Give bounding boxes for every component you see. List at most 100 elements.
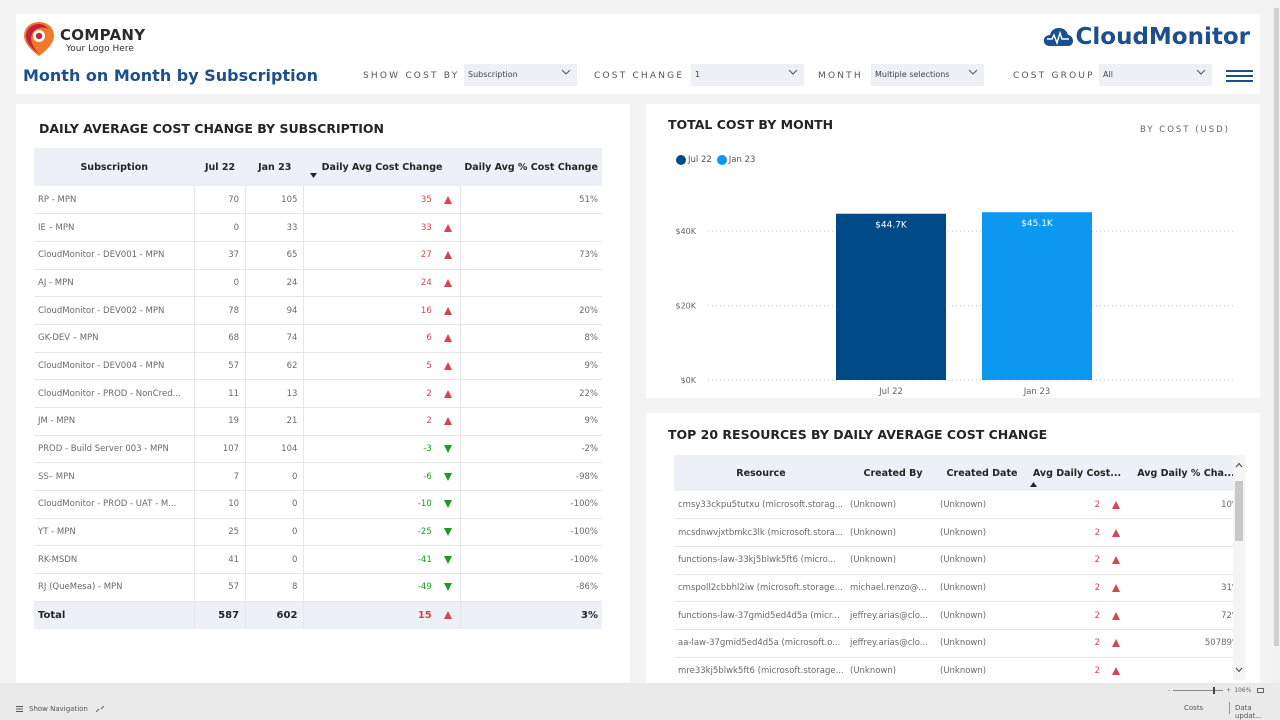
col-header-jul22[interactable]: Jul 22 bbox=[194, 148, 246, 186]
table-row[interactable]: CloudMonitor - DEV001 - MPN 37 65 27 73% bbox=[34, 241, 602, 270]
slicer-show-cost-by[interactable]: Subscription bbox=[464, 64, 577, 86]
col-header-daily-avg-pct-change[interactable]: Daily Avg % Cost Change bbox=[460, 148, 602, 186]
cell-jan23: 13 bbox=[245, 379, 305, 408]
fit-page-icon[interactable] bbox=[1257, 687, 1265, 693]
cell-cost-change: -10 bbox=[303, 490, 461, 519]
cell-created-by: (Unknown) bbox=[848, 491, 938, 520]
cell-cost-change: 27 bbox=[303, 241, 461, 270]
cell-cost-change: 35 bbox=[303, 186, 461, 215]
bar-jul22[interactable] bbox=[836, 213, 946, 380]
expand-icon[interactable] bbox=[96, 706, 104, 712]
col-header-avg-daily-cost[interactable]: Avg Daily Cost... bbox=[1026, 455, 1128, 491]
col-header-avg-daily-pct[interactable]: Avg Daily % Cha... bbox=[1128, 455, 1244, 491]
table-row[interactable]: aa-law-37gmid5ed4d5a (microsoft.o... jeff… bbox=[674, 629, 1244, 658]
cell-pct-change: -2% bbox=[460, 435, 602, 464]
subscription-table-body: RP - MPN 70 105 35 51% IE – MPN 0 33 33 CloudMoni… bbox=[34, 186, 602, 629]
zoom-out-icon[interactable]: - bbox=[1168, 686, 1171, 694]
table-row[interactable]: RJ (QueMesa) - MPN 57 8 -49 -86% bbox=[34, 573, 602, 602]
table-row[interactable]: functions-law-37gmid5ed4d5a (micr... jeff… bbox=[674, 601, 1244, 630]
cell-resource: aa-law-37gmid5ed4d5a (microsoft.o... bbox=[674, 629, 848, 658]
cell-avg-daily-pct: 72% bbox=[1128, 601, 1244, 630]
avg-daily-cost-value: 2 bbox=[1094, 610, 1100, 621]
cell-cost-change: 2 bbox=[303, 379, 461, 408]
col-header-subscription[interactable]: Subscription bbox=[34, 148, 195, 186]
cell-avg-daily-pct: 10% bbox=[1128, 491, 1244, 520]
cost-change-value: -25 bbox=[417, 527, 432, 538]
cell-subscription: YT - MPN bbox=[34, 518, 195, 547]
table-row[interactable]: YT - MPN 25 0 -25 -100% bbox=[34, 518, 602, 547]
cost-change-value: 33 bbox=[420, 222, 432, 233]
cell-jan23: 0 bbox=[245, 462, 305, 492]
page-scrollbar[interactable] bbox=[1273, 0, 1280, 683]
table-row[interactable]: functions-law-33kj5blwk5ft6 (micro... (Un… bbox=[674, 546, 1244, 575]
chart-subtitle: BY COST (USD) bbox=[1140, 125, 1230, 135]
col-header-label: Avg Daily Cost... bbox=[1032, 467, 1122, 479]
page-tab-costs[interactable]: Costs bbox=[1184, 704, 1204, 712]
table-row[interactable]: GK-DEV – MPN 68 74 6 8% bbox=[34, 324, 602, 353]
cell-pct-change: 9% bbox=[460, 407, 602, 436]
table-row[interactable]: CloudMonitor - PROD - UAT - M... 10 0 -10 -1… bbox=[34, 490, 602, 519]
zoom-slider[interactable] bbox=[1173, 686, 1224, 694]
cell-jan23: 74 bbox=[245, 324, 305, 353]
col-header-daily-avg-cost-change[interactable]: Daily Avg Cost Change bbox=[303, 148, 461, 186]
slicer-cost-group[interactable]: All bbox=[1099, 64, 1212, 86]
cell-created-by: jeffrey.arias@clo... bbox=[848, 629, 938, 658]
table-row[interactable]: AJ - MPN 0 24 24 bbox=[34, 269, 602, 298]
cell-jan23: 62 bbox=[245, 352, 305, 381]
legend-label-jul22[interactable]: Jul 22 bbox=[688, 155, 712, 165]
y-tick-label: $20K bbox=[675, 302, 696, 311]
table-total-row[interactable]: Total 587 602 15 3% bbox=[34, 601, 602, 629]
chart-legend: Jul 22 Jan 23 bbox=[676, 155, 755, 165]
avg-daily-cost-value: 2 bbox=[1094, 527, 1100, 538]
sort-desc-icon bbox=[309, 173, 317, 178]
cell-pct-change: -100% bbox=[460, 545, 602, 575]
table-row[interactable]: cmsy33ckpu5tutxu (microsoft.storag... (Un… bbox=[674, 491, 1244, 520]
cell-jan23: 104 bbox=[245, 435, 305, 464]
col-header-label: Daily Avg Cost Change bbox=[321, 161, 443, 173]
zoom-in-icon[interactable]: + bbox=[1226, 686, 1232, 694]
arrow-up-icon bbox=[1112, 611, 1120, 620]
cost-change-value: 6 bbox=[426, 333, 432, 344]
arrow-up-icon bbox=[443, 278, 452, 287]
col-header-jan23[interactable]: Jan 23 bbox=[245, 148, 304, 186]
table-row[interactable]: JM - MPN 19 21 2 9% bbox=[34, 407, 602, 436]
zoom-slider-handle[interactable] bbox=[1213, 686, 1216, 694]
chevron-down-icon bbox=[1196, 69, 1206, 75]
cell-cost-change: 16 bbox=[303, 296, 461, 325]
cell-subscription: CloudMonitor - PROD - UAT - M... bbox=[34, 490, 195, 519]
cell-avg-daily-pct bbox=[1128, 518, 1244, 547]
page-scrollbar-thumb[interactable] bbox=[1274, 8, 1279, 646]
slicer-month[interactable]: Multiple selections bbox=[871, 64, 984, 86]
scroll-down-icon[interactable] bbox=[1235, 667, 1243, 673]
cell-subscription: Total bbox=[34, 601, 195, 629]
table-row[interactable]: PROD - Build Server 003 - MPN 107 104 -3 -2% bbox=[34, 435, 602, 464]
scrollbar-thumb[interactable] bbox=[1235, 481, 1243, 541]
col-header-created-date[interactable]: Created Date bbox=[938, 455, 1026, 491]
table-row[interactable]: cmspoll2cbbhl2iw (microsoft.storage... mi… bbox=[674, 574, 1244, 603]
table-row[interactable]: SS– MPN 7 0 -6 -98% bbox=[34, 462, 602, 492]
table-row[interactable]: RK-MSDN 41 0 -41 -100% bbox=[34, 545, 602, 575]
resources-scrollbar[interactable] bbox=[1233, 455, 1245, 680]
table-row[interactable]: mre33kj5blwk5ft6 (microsoft.storage... (U… bbox=[674, 657, 1244, 683]
table-row[interactable]: mcsdnwvjxtbmkc3lk (microsoft.stora... (Un… bbox=[674, 518, 1244, 547]
cost-change-value: -10 bbox=[417, 499, 432, 510]
table-row[interactable]: CloudMonitor - DEV004 - MPN 57 62 5 9% bbox=[34, 352, 602, 381]
avg-daily-cost-value: 2 bbox=[1094, 638, 1100, 649]
bar-jan23[interactable] bbox=[982, 212, 1092, 380]
cell-created-date: (Unknown) bbox=[938, 574, 1026, 603]
table-row[interactable]: RP - MPN 70 105 35 51% bbox=[34, 186, 602, 215]
table-row[interactable]: CloudMonitor - PROD - NonCred... 11 13 2 22% bbox=[34, 379, 602, 408]
table-row[interactable]: CloudMonitor - DEV002 - MPN 78 94 16 20% bbox=[34, 296, 602, 325]
scroll-up-icon[interactable] bbox=[1235, 462, 1243, 468]
table-row[interactable]: IE – MPN 0 33 33 bbox=[34, 213, 602, 242]
cost-change-value: 16 bbox=[420, 305, 432, 316]
legend-label-jan23[interactable]: Jan 23 bbox=[728, 155, 756, 165]
col-header-resource[interactable]: Resource bbox=[674, 455, 848, 491]
cell-jan23: 0 bbox=[245, 490, 305, 519]
menu-icon[interactable] bbox=[1226, 70, 1253, 84]
show-navigation-button[interactable]: Show Navigation bbox=[16, 705, 88, 713]
cost-change-value: 15 bbox=[417, 609, 432, 621]
col-header-created-by[interactable]: Created By bbox=[848, 455, 938, 491]
cell-resource: cmspoll2cbbhl2iw (microsoft.storage... bbox=[674, 574, 848, 603]
slicer-cost-change[interactable]: 1 bbox=[691, 64, 804, 86]
